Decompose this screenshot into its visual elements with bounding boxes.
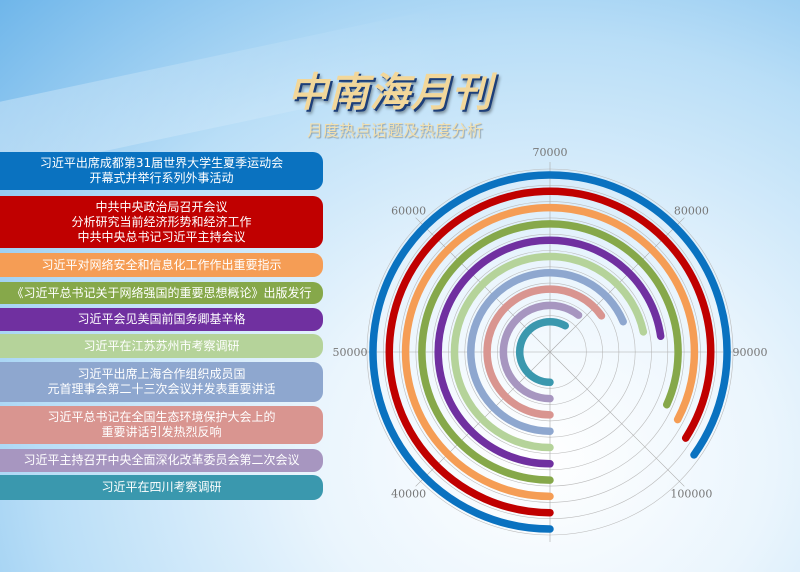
legend-item: 习近平会见美国前国务卿基辛格: [0, 308, 323, 331]
radial-bar: [499, 301, 583, 403]
axis-tick-label: 100000: [670, 487, 712, 500]
axis-tick-label: 90000: [733, 346, 768, 359]
legend-item: 《习近平总书记关于网络强国的重要思想概论》出版发行: [0, 282, 323, 304]
page-title: 中南海月刊: [287, 70, 493, 116]
radial-bar: [467, 269, 627, 435]
legend-item: 中共中央政治局召开会议 分析研究当前经济形势和经济工作 中共中央总书记习近平主持…: [0, 196, 323, 248]
page-subtitle: 月度热点话题及热度分析: [306, 121, 483, 140]
legend-item: 习近平在江苏苏州市考察调研: [0, 334, 323, 358]
axis-tick-label: 40000: [391, 487, 426, 500]
radial-bar: [450, 252, 648, 452]
axis-tick-label: 70000: [533, 146, 568, 159]
radial-bar: [385, 187, 715, 517]
radial-bar: [369, 171, 731, 533]
radial-bar: [418, 220, 682, 484]
radial-bar: [483, 285, 606, 419]
radial-bar: [515, 318, 569, 387]
legend-item: 习近平在四川考察调研: [0, 475, 323, 500]
axis-tick-label: 80000: [674, 205, 709, 218]
legend-item: 习近平主持召开中央全面深化改革委员会第二次会议: [0, 449, 323, 472]
radial-bar: [434, 236, 665, 468]
legend-item: 习近平出席成都第31届世界大学生夏季运动会 开幕式并举行系列外事活动: [0, 152, 323, 190]
legend-item: 习近平出席上海合作组织成员国 元首理事会第二十三次会议并发表重要讲话: [0, 362, 323, 402]
axis-tick-label: 50000: [333, 346, 368, 359]
grid-spoke: [549, 351, 685, 487]
legend-item: 习近平总书记在全国生态环境保护大会上的 重要讲话引发热烈反响: [0, 406, 323, 444]
axis-tick-label: 60000: [391, 205, 426, 218]
radial-bar: [401, 203, 699, 501]
legend-item: 习近平对网络安全和信息化工作作出重要指示: [0, 253, 323, 277]
